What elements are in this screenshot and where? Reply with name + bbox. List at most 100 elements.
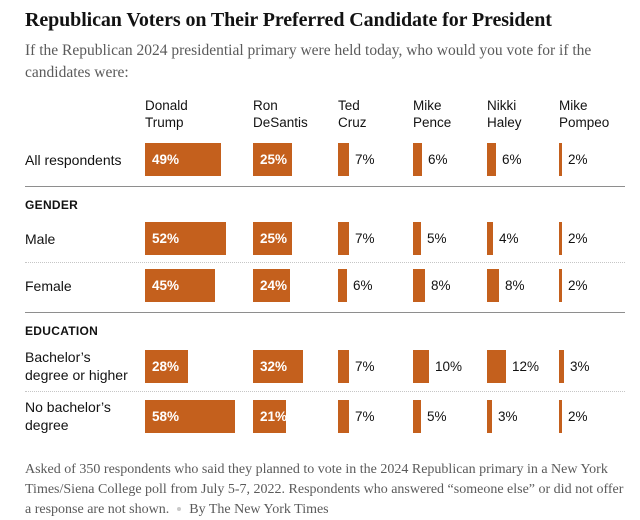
bar	[559, 143, 562, 176]
row-label: Bachelor’s degree or higher	[25, 349, 128, 383]
bar-value-label: 3%	[498, 408, 518, 424]
bar: 45%	[145, 269, 215, 302]
bar	[338, 349, 349, 383]
candidate-last-name: Trump	[145, 115, 184, 130]
bar-value-label: 5%	[427, 231, 447, 246]
bar	[413, 143, 422, 176]
candidate-first-name: Nikki	[487, 98, 517, 113]
bar-cell: 45%	[145, 269, 253, 302]
bar-value-label: 21%	[260, 408, 288, 424]
section-gender: GENDER Male 52% 25% 7% 5% 4% 2% Female 45% 24% 6% 8%…	[25, 186, 625, 309]
bar-cell: 5%	[413, 399, 487, 433]
bar-cell: 12%	[487, 349, 559, 383]
section-header: EDUCATION	[25, 324, 99, 338]
bar	[487, 399, 492, 433]
bar-value-label: 2%	[568, 408, 588, 424]
bar-value-label: 5%	[427, 408, 447, 424]
bar-cell: 8%	[413, 269, 487, 302]
bar-value-label: 8%	[505, 278, 525, 293]
bar-cell: 7%	[338, 143, 413, 176]
bar-value-label: 2%	[568, 231, 588, 246]
table-row: Male 52% 25% 7% 5% 4% 2%	[25, 216, 625, 262]
bar-value-label: 24%	[260, 278, 288, 293]
bar-cell: 2%	[559, 222, 625, 255]
source-note: Asked of 350 respondents who said they p…	[25, 460, 625, 520]
candidate-header: Donald Trump	[145, 97, 253, 131]
bar-value-label: 7%	[355, 231, 375, 246]
table-row: All respondents 49% 25% 7% 6% 6% 2%	[25, 137, 625, 183]
bar-cell: 2%	[559, 399, 625, 433]
bar-value-label: 28%	[152, 358, 180, 374]
bar-cell: 10%	[413, 349, 487, 383]
bar	[487, 143, 496, 176]
bar-cell: 2%	[559, 143, 625, 176]
bar-cell: 3%	[487, 399, 559, 433]
bar-cell: 21%	[253, 399, 338, 433]
bar	[413, 399, 421, 433]
bar-cell: 7%	[338, 399, 413, 433]
bar: 25%	[253, 143, 292, 176]
bar-value-label: 45%	[152, 278, 180, 293]
bar: 21%	[253, 399, 288, 433]
bar	[559, 222, 562, 255]
bar-cell: 25%	[253, 143, 338, 176]
table-row: Female 45% 24% 6% 8% 8% 2%	[25, 262, 625, 309]
bar-cell: 6%	[338, 269, 413, 302]
bar-value-label: 25%	[260, 231, 288, 246]
methodology-note: Asked of 350 respondents who said they p…	[25, 462, 624, 517]
bar-cell: 8%	[487, 269, 559, 302]
bar-value-label: 10%	[435, 358, 463, 374]
candidate-last-name: DeSantis	[253, 115, 308, 130]
bar-cell: 6%	[413, 143, 487, 176]
bar-value-label: 6%	[428, 152, 448, 167]
bar-cell: 52%	[145, 222, 253, 255]
candidate-last-name: Cruz	[338, 115, 367, 130]
candidate-first-name: Ted	[338, 98, 360, 113]
bar-value-label: 7%	[355, 408, 375, 424]
table-row: No bachelor’s degree 58% 21% 7% 5% 3% 2%	[25, 391, 625, 441]
bar-cell: 5%	[413, 222, 487, 255]
bar-cell: 6%	[487, 143, 559, 176]
bar	[413, 349, 429, 383]
bar-value-label: 58%	[152, 408, 180, 424]
candidate-header: Nikki Haley	[487, 97, 559, 131]
section-education: EDUCATION Bachelor’s degree or higher 28% 3…	[25, 312, 625, 441]
bar: 28%	[145, 349, 188, 383]
bar-cell: 32%	[253, 349, 338, 383]
bar	[487, 222, 493, 255]
bar-cell: 2%	[559, 269, 625, 302]
bar: 52%	[145, 222, 226, 255]
candidate-header: Ted Cruz	[338, 97, 413, 131]
bar-cell: 25%	[253, 222, 338, 255]
bar	[338, 143, 349, 176]
bar	[487, 269, 499, 302]
bar-value-label: 2%	[568, 278, 588, 293]
bar: 49%	[145, 143, 221, 176]
bar-cell: 58%	[145, 399, 253, 433]
bar	[338, 222, 349, 255]
candidate-first-name: Donald	[145, 98, 188, 113]
bar: 32%	[253, 349, 303, 383]
chart-header-row: Donald Trump Ron DeSantis Ted Cruz Mike Pence Ni…	[25, 97, 625, 137]
bar	[487, 349, 506, 383]
bar-value-label: 3%	[570, 358, 590, 374]
candidate-last-name: Pompeo	[559, 115, 610, 130]
bar-value-label: 7%	[355, 152, 375, 167]
candidate-header: Ron DeSantis	[253, 97, 338, 131]
candidate-first-name: Ron	[253, 98, 278, 113]
byline: By The New York Times	[189, 502, 329, 517]
bar-value-label: 25%	[260, 152, 288, 167]
row-label: No bachelor’s degree	[25, 399, 111, 433]
bar-value-label: 4%	[499, 231, 519, 246]
bar: 24%	[253, 269, 290, 302]
bar	[413, 269, 425, 302]
bar-value-label: 49%	[152, 152, 180, 167]
bar-value-label: 12%	[512, 358, 540, 374]
bar-cell: 4%	[487, 222, 559, 255]
bar-value-label: 7%	[355, 358, 375, 374]
bar-value-label: 8%	[431, 278, 451, 293]
row-label: Female	[25, 277, 72, 294]
candidate-last-name: Haley	[487, 115, 522, 130]
bar	[559, 349, 564, 383]
